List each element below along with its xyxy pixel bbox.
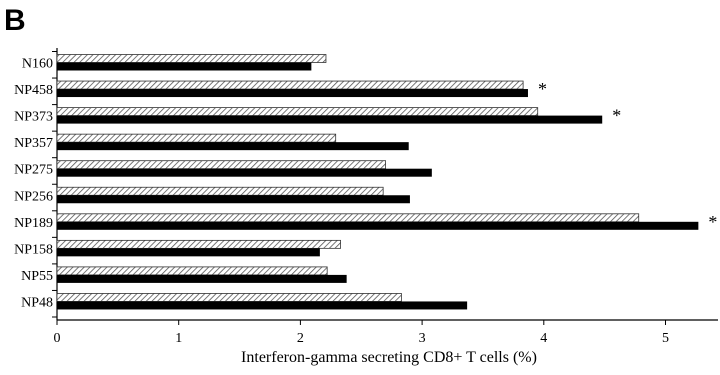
- x-tick-label: 1: [175, 331, 182, 346]
- solid-bar: [57, 301, 468, 310]
- x-tick-label: 5: [662, 331, 669, 346]
- category-label: N160: [22, 57, 53, 72]
- solid-bar: [57, 221, 699, 230]
- x-tick-label: 4: [540, 331, 547, 346]
- category-label: NP357: [14, 136, 53, 151]
- hatched-bar: [56, 160, 386, 170]
- category-label: NP256: [14, 189, 53, 204]
- category-label: NP458: [14, 83, 53, 98]
- hatched-bar: [56, 133, 337, 143]
- hatched-bar: [56, 239, 341, 249]
- category-label: NP373: [14, 110, 53, 125]
- category-label: NP275: [14, 163, 53, 178]
- x-tick-label: 0: [54, 331, 61, 346]
- hatched-bar: [56, 293, 402, 302]
- solid-bar: [57, 142, 409, 151]
- x-tick-label: 3: [419, 331, 426, 346]
- hatched-bar: [56, 186, 384, 196]
- category-label: NP189: [14, 216, 53, 231]
- hatched-bar: [56, 213, 640, 223]
- plot-area: 0 1 2 3 4 5 N160 NP458 * NP373 * NP357 NP275 NP256 NP1…: [14, 48, 718, 346]
- solid-bar: [57, 168, 432, 177]
- panel-letter: B: [4, 4, 26, 37]
- category-label: NP48: [21, 295, 53, 310]
- solid-bar: [57, 274, 347, 283]
- solid-bar: [57, 89, 528, 98]
- solid-bar: [57, 115, 603, 124]
- hatched-bar: [56, 80, 524, 90]
- significance-star: *: [538, 79, 547, 99]
- x-tick-label: 2: [297, 331, 304, 346]
- hatched-bar: [56, 107, 539, 116]
- significance-star: *: [708, 212, 717, 232]
- category-label: NP158: [14, 242, 53, 257]
- x-axis-title: Interferon-gamma secreting CD8+ T cells …: [241, 349, 537, 366]
- solid-bar: [57, 62, 312, 71]
- hatched-bar: [56, 54, 327, 63]
- significance-star: *: [612, 106, 621, 126]
- solid-bar: [57, 195, 410, 204]
- hatched-bar: [56, 266, 328, 276]
- category-label: NP55: [21, 269, 53, 284]
- solid-bar: [57, 248, 320, 257]
